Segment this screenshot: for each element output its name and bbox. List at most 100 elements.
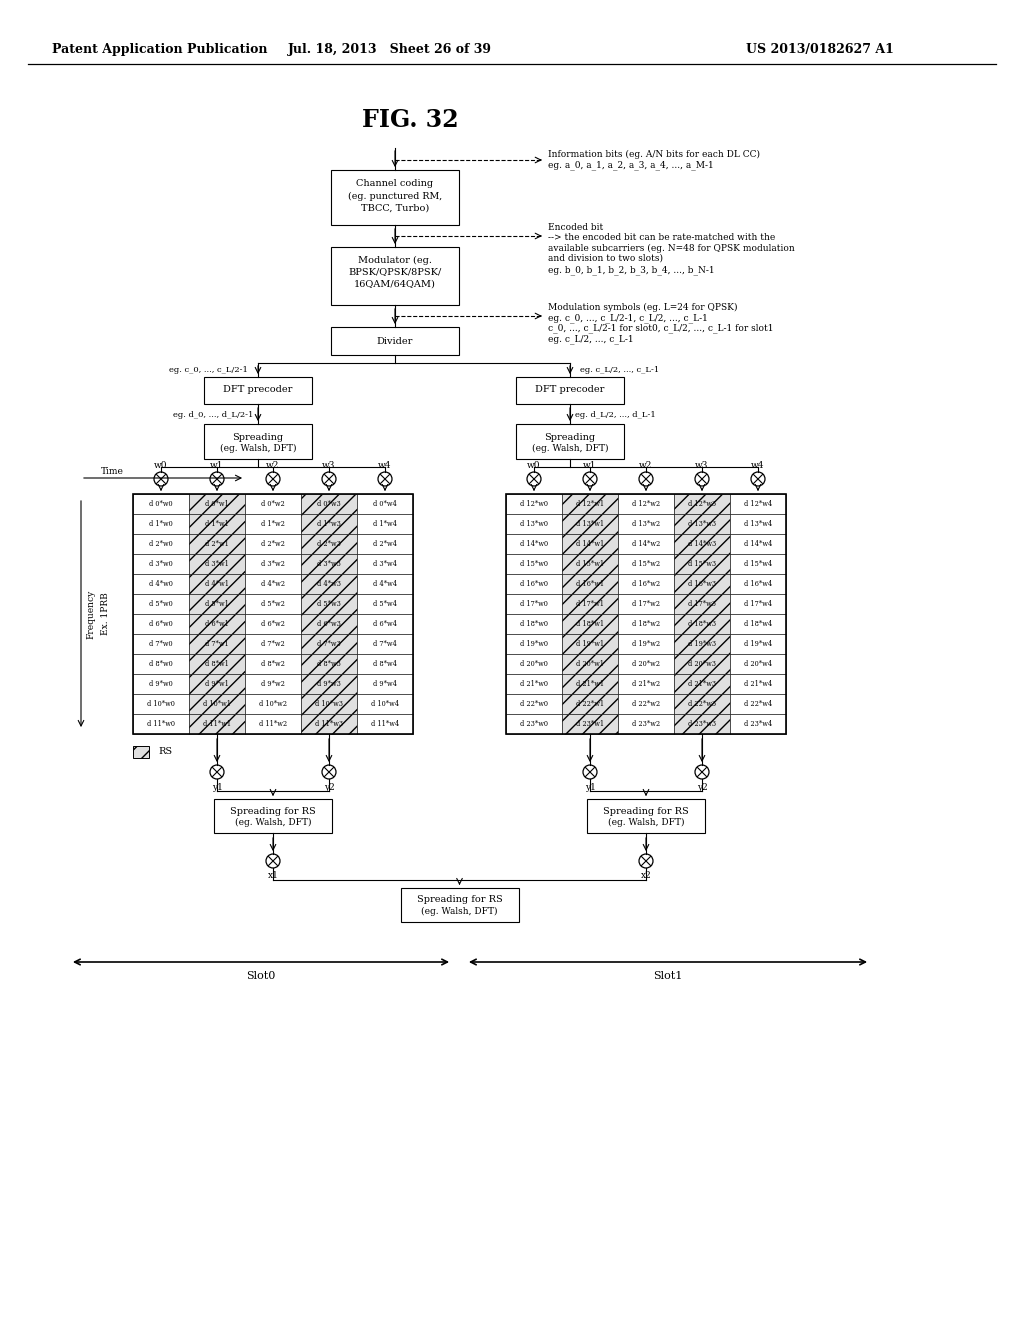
Bar xyxy=(189,614,245,634)
Bar xyxy=(618,675,674,694)
Text: d 6*w0: d 6*w0 xyxy=(150,620,173,628)
Bar xyxy=(133,694,189,714)
Text: d 20*w3: d 20*w3 xyxy=(688,660,716,668)
Text: Information bits (eg. A/N bits for each DL CC): Information bits (eg. A/N bits for each … xyxy=(548,149,760,158)
Text: d 15*w0: d 15*w0 xyxy=(520,560,548,568)
Bar xyxy=(674,714,730,734)
Bar xyxy=(133,634,189,653)
Text: d 10*w4: d 10*w4 xyxy=(371,700,399,708)
Bar xyxy=(618,494,674,513)
Bar xyxy=(245,494,301,513)
Bar xyxy=(189,535,245,554)
Bar xyxy=(562,675,618,694)
Text: Spreading for RS: Spreading for RS xyxy=(417,895,503,904)
Bar xyxy=(506,535,562,554)
Bar xyxy=(674,614,730,634)
Bar xyxy=(245,594,301,614)
Bar xyxy=(730,554,786,574)
Bar xyxy=(730,494,786,513)
Text: d 7*w4: d 7*w4 xyxy=(373,640,397,648)
Text: d 4*w4: d 4*w4 xyxy=(373,579,397,587)
Bar xyxy=(506,594,562,614)
Bar xyxy=(730,594,786,614)
Bar xyxy=(674,653,730,675)
Text: d 12*w3: d 12*w3 xyxy=(688,500,716,508)
Text: d 18*w1: d 18*w1 xyxy=(575,620,604,628)
Text: Ex. 1PRB: Ex. 1PRB xyxy=(100,593,110,635)
Bar xyxy=(133,574,189,594)
Text: d 0*w2: d 0*w2 xyxy=(261,500,285,508)
Text: Jul. 18, 2013   Sheet 26 of 39: Jul. 18, 2013 Sheet 26 of 39 xyxy=(288,44,492,57)
Text: TBCC, Turbo): TBCC, Turbo) xyxy=(360,203,429,213)
Bar xyxy=(133,746,150,758)
Text: eg. c_L/2, ..., c_L-1: eg. c_L/2, ..., c_L-1 xyxy=(580,366,659,374)
Bar xyxy=(506,494,562,513)
Bar xyxy=(674,675,730,694)
Bar xyxy=(245,714,301,734)
Text: d 19*w1: d 19*w1 xyxy=(575,640,604,648)
Bar xyxy=(189,675,245,694)
Text: Spreading for RS: Spreading for RS xyxy=(230,807,315,816)
Bar xyxy=(245,694,301,714)
Text: y1: y1 xyxy=(585,783,595,792)
Bar xyxy=(133,554,189,574)
Bar xyxy=(730,694,786,714)
Text: DFT precoder: DFT precoder xyxy=(536,385,605,395)
Bar xyxy=(245,675,301,694)
Text: d 5*w3: d 5*w3 xyxy=(317,601,341,609)
Bar xyxy=(301,574,357,594)
Text: d 4*w0: d 4*w0 xyxy=(150,579,173,587)
Text: d 3*w4: d 3*w4 xyxy=(373,560,397,568)
Bar xyxy=(506,634,562,653)
Bar xyxy=(357,634,413,653)
Text: d 16*w4: d 16*w4 xyxy=(743,579,772,587)
Text: d 3*w1: d 3*w1 xyxy=(205,560,229,568)
Text: d 14*w0: d 14*w0 xyxy=(520,540,548,548)
Text: d 6*w3: d 6*w3 xyxy=(317,620,341,628)
Bar xyxy=(245,634,301,653)
Bar xyxy=(618,574,674,594)
Text: (eg. Walsh, DFT): (eg. Walsh, DFT) xyxy=(608,817,684,826)
Text: d 8*w2: d 8*w2 xyxy=(261,660,285,668)
Bar xyxy=(506,554,562,574)
Text: d 12*w4: d 12*w4 xyxy=(743,500,772,508)
Text: Divider: Divider xyxy=(377,337,414,346)
Text: d 11*w2: d 11*w2 xyxy=(259,719,287,729)
Text: d 23*w4: d 23*w4 xyxy=(743,719,772,729)
Text: d 21*w2: d 21*w2 xyxy=(632,680,660,688)
Bar xyxy=(189,653,245,675)
Text: d 10*w1: d 10*w1 xyxy=(203,700,231,708)
Text: w1: w1 xyxy=(210,462,224,470)
Bar xyxy=(400,888,518,921)
Text: d 5*w0: d 5*w0 xyxy=(150,601,173,609)
Bar xyxy=(189,494,245,513)
Text: eg. c_L/2, ..., c_L-1: eg. c_L/2, ..., c_L-1 xyxy=(548,334,634,343)
Bar xyxy=(506,614,562,634)
Bar xyxy=(506,574,562,594)
Bar xyxy=(245,513,301,535)
Bar xyxy=(245,653,301,675)
Bar xyxy=(301,634,357,653)
Bar xyxy=(562,594,618,614)
Text: d 21*w0: d 21*w0 xyxy=(520,680,548,688)
Bar xyxy=(301,714,357,734)
Text: d 18*w2: d 18*w2 xyxy=(632,620,660,628)
Text: d 1*w4: d 1*w4 xyxy=(373,520,397,528)
Text: d 9*w3: d 9*w3 xyxy=(317,680,341,688)
Bar xyxy=(357,574,413,594)
Text: d 20*w1: d 20*w1 xyxy=(575,660,604,668)
Bar xyxy=(674,574,730,594)
Text: d 9*w0: d 9*w0 xyxy=(150,680,173,688)
Text: d 12*w2: d 12*w2 xyxy=(632,500,660,508)
Text: d 3*w2: d 3*w2 xyxy=(261,560,285,568)
Bar xyxy=(730,513,786,535)
Bar xyxy=(674,513,730,535)
Bar xyxy=(189,634,245,653)
Bar xyxy=(331,170,459,224)
Text: d 11*w4: d 11*w4 xyxy=(371,719,399,729)
Text: (eg. punctured RM,: (eg. punctured RM, xyxy=(348,191,442,201)
Text: d 2*w4: d 2*w4 xyxy=(373,540,397,548)
Text: d 2*w0: d 2*w0 xyxy=(150,540,173,548)
Text: Encoded bit: Encoded bit xyxy=(548,223,603,232)
Text: d 10*w3: d 10*w3 xyxy=(315,700,343,708)
